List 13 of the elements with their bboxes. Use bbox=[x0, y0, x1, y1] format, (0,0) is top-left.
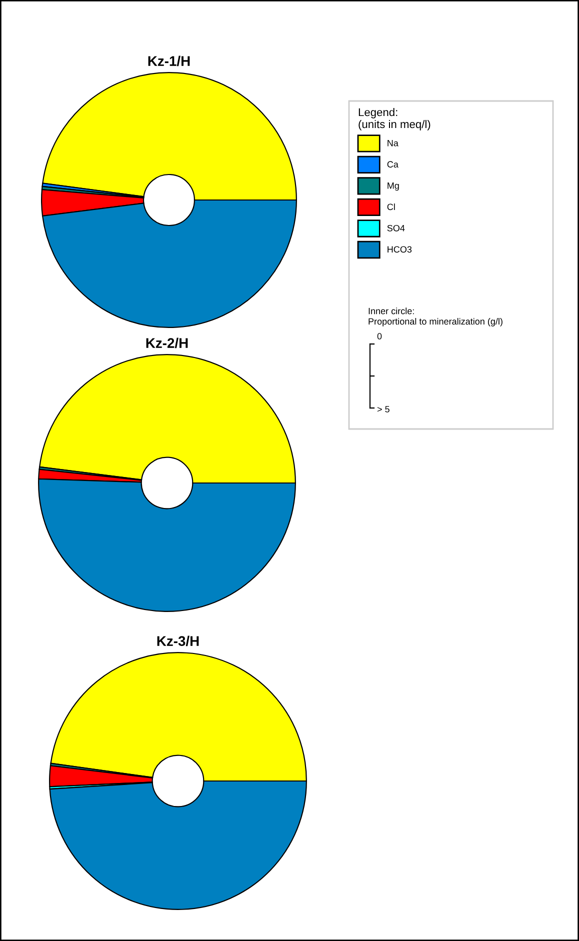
legend-label: HCO3 bbox=[388, 246, 412, 253]
legend-label: SO4 bbox=[387, 224, 405, 232]
legend-label: Cl bbox=[387, 203, 395, 210]
legend-label: Mg bbox=[388, 182, 399, 191]
text: > 5 bbox=[377, 406, 390, 412]
legend-label: Ca bbox=[387, 161, 398, 168]
text: 0 bbox=[377, 333, 382, 340]
legend-title: Legend: (units in meq/l) bbox=[358, 108, 430, 130]
chart-title: Kz-1/H bbox=[148, 56, 190, 66]
chart-title: Kz-2/H bbox=[146, 338, 188, 348]
chart-title: Kz-3/H bbox=[157, 636, 199, 646]
legend-label: Na bbox=[388, 140, 398, 146]
text: Inner circle: Proportional to mineralization (g/l) bbox=[368, 308, 502, 326]
